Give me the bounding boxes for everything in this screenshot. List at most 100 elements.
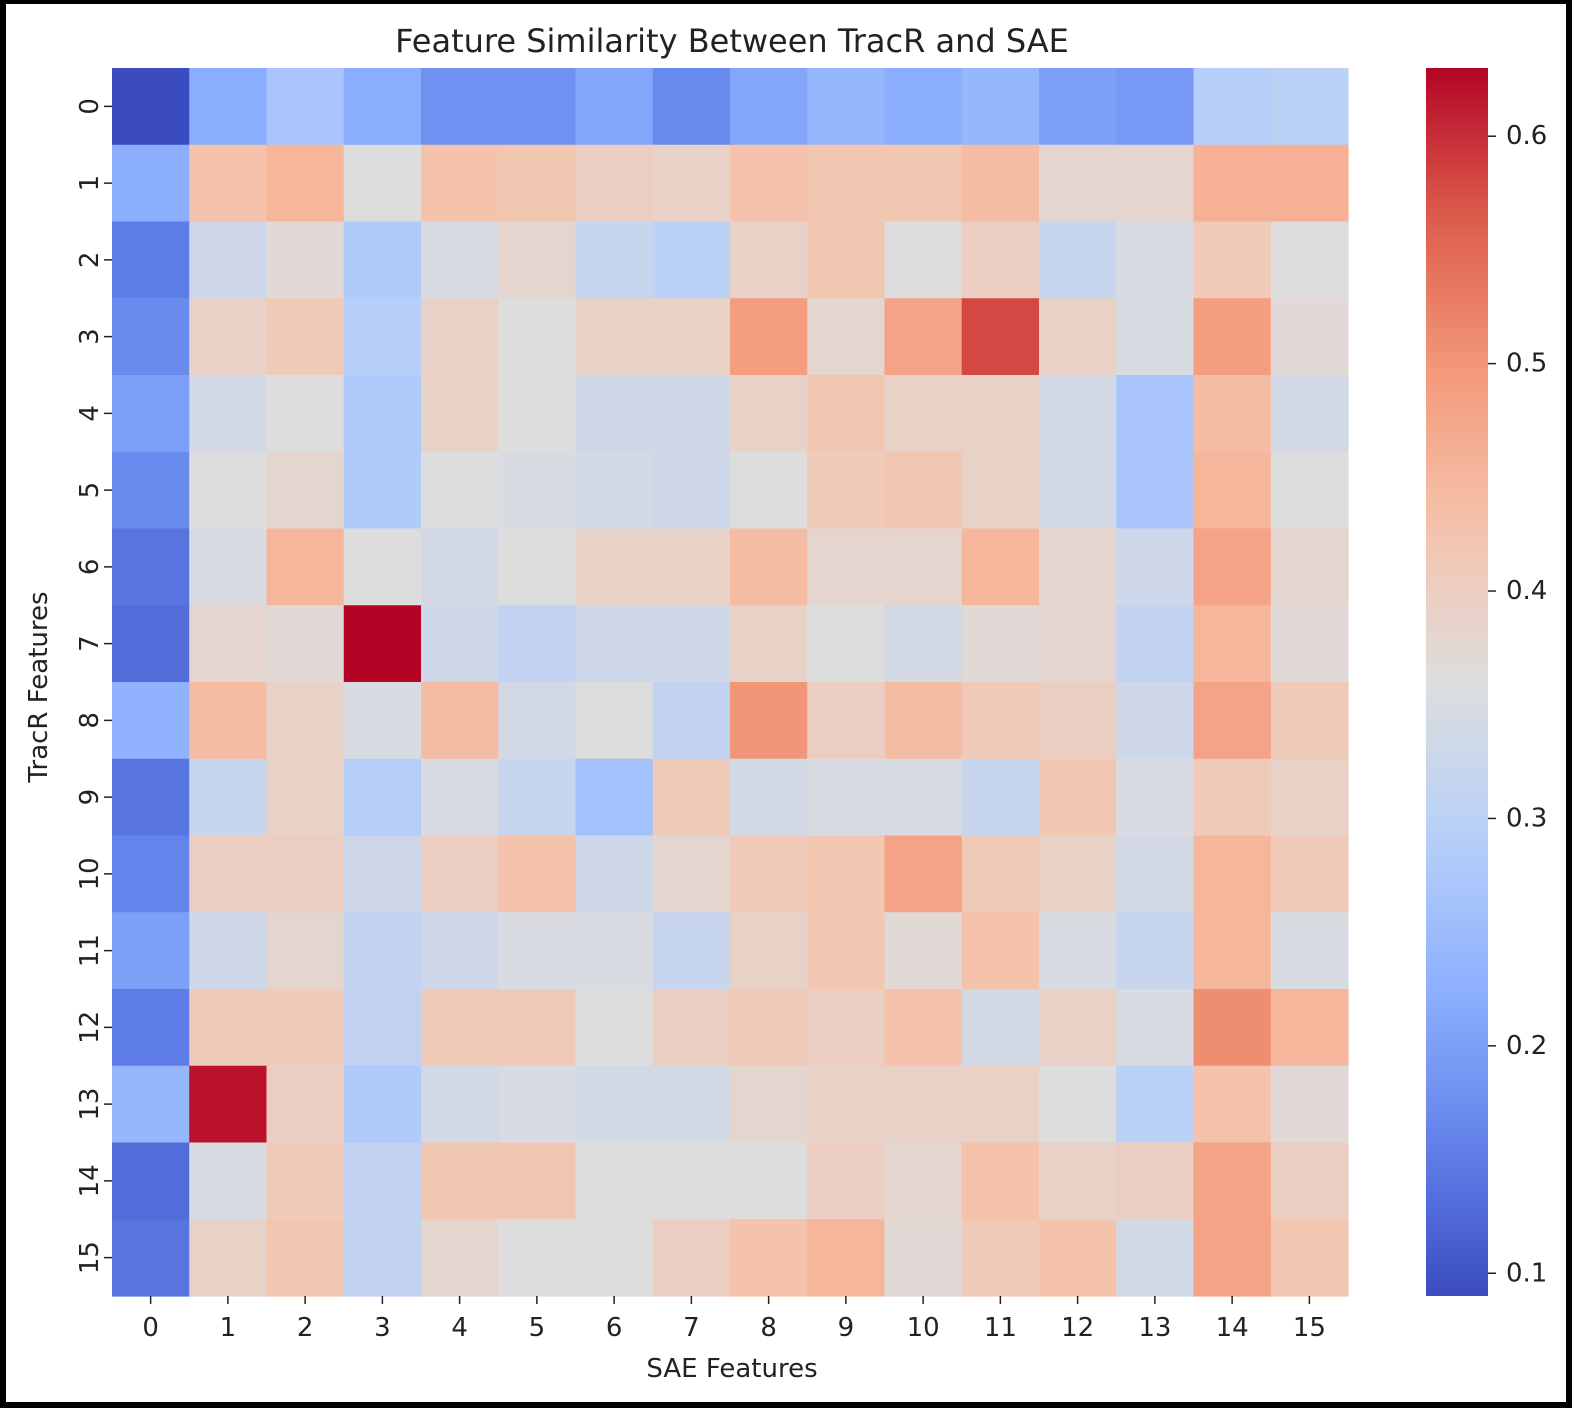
heatmap-cell-r9-c4 <box>421 758 499 837</box>
heatmap-cell-r8-c3 <box>343 682 422 760</box>
heatmap-cell-r6-c4 <box>421 528 499 606</box>
heatmap-cell-r3-c12 <box>1039 298 1117 376</box>
y-tick-label: 0 <box>75 98 105 115</box>
heatmap-cell-r9-c7 <box>652 758 731 837</box>
heatmap-cell-r6-c9 <box>807 528 886 606</box>
heatmap-cell-r13-c10 <box>884 1065 963 1144</box>
heatmap-cell-r8-c12 <box>1039 682 1117 760</box>
x-tick-label: 8 <box>760 1313 777 1343</box>
heatmap-cell-r12-c10 <box>884 989 963 1067</box>
heatmap-cell-r10-c9 <box>807 835 886 913</box>
heatmap-cell-r2-c3 <box>343 221 422 299</box>
heatmap-cell-r11-c6 <box>575 912 654 990</box>
y-tick-label: 3 <box>75 328 105 345</box>
heatmap-cell-r12-c14 <box>1193 989 1272 1067</box>
heatmap-cell-r0-c2 <box>266 68 345 146</box>
heatmap-cell-r8-c13 <box>1116 682 1195 760</box>
heatmap-cell-r0-c13 <box>1116 68 1195 146</box>
heatmap-cell-r1-c12 <box>1039 144 1117 223</box>
heatmap-cell-r12-c0 <box>112 989 190 1067</box>
heatmap-cell-r13-c4 <box>421 1065 499 1144</box>
heatmap-cell-r0-c0 <box>112 68 190 146</box>
heatmap-cell-r5-c11 <box>961 451 1040 530</box>
heatmap-cell-r6-c3 <box>343 528 422 606</box>
heatmap-cell-r12-c4 <box>421 989 499 1067</box>
heatmap-cell-r0-c9 <box>807 68 886 146</box>
heatmap-cell-r4-c12 <box>1039 375 1117 453</box>
heatmap-cell-r1-c0 <box>112 144 190 223</box>
heatmap-cell-r1-c9 <box>807 144 886 223</box>
x-tick-label: 2 <box>297 1313 314 1343</box>
y-tick-label: 11 <box>75 934 105 967</box>
heatmap-cell-r3-c13 <box>1116 298 1195 376</box>
heatmap-cell-r1-c15 <box>1270 144 1349 223</box>
heatmap-cell-r11-c11 <box>961 912 1040 990</box>
heatmap-cell-r7-c0 <box>112 605 190 683</box>
x-tick-label: 4 <box>451 1313 468 1343</box>
heatmap-cell-r10-c6 <box>575 835 654 913</box>
heatmap-cell-r15-c2 <box>266 1219 345 1297</box>
heatmap-cell-r13-c11 <box>961 1065 1040 1144</box>
heatmap-cell-r14-c0 <box>112 1142 190 1220</box>
heatmap-cell-r11-c5 <box>498 912 577 990</box>
x-tick-label: 14 <box>1216 1313 1249 1343</box>
heatmap-cell-r10-c12 <box>1039 835 1117 913</box>
chart-figure: Feature Similarity Between TracR and SAE… <box>6 4 1566 1402</box>
x-tick-label: 12 <box>1061 1313 1094 1343</box>
heatmap-cell-r8-c2 <box>266 682 345 760</box>
x-tick-label: 7 <box>683 1313 700 1343</box>
heatmap-cell-r7-c6 <box>575 605 654 683</box>
heatmap-cell-r5-c14 <box>1193 451 1272 530</box>
heatmap-cell-r11-c13 <box>1116 912 1195 990</box>
heatmap-cell-r13-c5 <box>498 1065 577 1144</box>
heatmap-cell-r6-c12 <box>1039 528 1117 606</box>
heatmap-cell-r6-c6 <box>575 528 654 606</box>
heatmap-cell-r1-c4 <box>421 144 499 223</box>
heatmap-cell-r11-c2 <box>266 912 345 990</box>
heatmap-cell-r3-c7 <box>652 298 731 376</box>
heatmap-cell-r5-c12 <box>1039 451 1117 530</box>
y-tick-label: 15 <box>75 1241 105 1274</box>
heatmap-cell-r2-c4 <box>421 221 499 299</box>
x-tick-label: 13 <box>1138 1313 1171 1343</box>
heatmap-cell-r2-c10 <box>884 221 963 299</box>
heatmap-cell-r8-c14 <box>1193 682 1272 760</box>
heatmap-cell-r12-c15 <box>1270 989 1349 1067</box>
heatmap-cell-r6-c0 <box>112 528 190 606</box>
heatmap-cell-r8-c7 <box>652 682 731 760</box>
heatmap-cell-r5-c13 <box>1116 451 1195 530</box>
heatmap-cell-r9-c15 <box>1270 758 1349 837</box>
heatmap-cell-r12-c7 <box>652 989 731 1067</box>
heatmap-cell-r10-c10 <box>884 835 963 913</box>
heatmap-cell-r9-c12 <box>1039 758 1117 837</box>
heatmap-cell-r13-c12 <box>1039 1065 1117 1144</box>
heatmap-cell-r4-c10 <box>884 375 963 453</box>
heatmap-cell-r13-c14 <box>1193 1065 1272 1144</box>
heatmap-cell-r12-c8 <box>730 989 808 1067</box>
heatmap-cell-r10-c13 <box>1116 835 1195 913</box>
heatmap-cell-r1-c1 <box>189 144 268 223</box>
chart-title: Feature Similarity Between TracR and SAE <box>395 22 1069 60</box>
heatmap-cell-r14-c2 <box>266 1142 345 1220</box>
x-tick-label: 15 <box>1293 1313 1326 1343</box>
heatmap-cell-r9-c9 <box>807 758 886 837</box>
y-tick-label: 9 <box>75 789 105 806</box>
heatmap-cell-r9-c0 <box>112 758 190 837</box>
heatmap-cell-r8-c0 <box>112 682 190 760</box>
heatmap-cell-r2-c2 <box>266 221 345 299</box>
heatmap-cell-r10-c4 <box>421 835 499 913</box>
heatmap-cell-r11-c10 <box>884 912 963 990</box>
heatmap-cell-r11-c4 <box>421 912 499 990</box>
heatmap-cell-r14-c6 <box>575 1142 654 1220</box>
heatmap-cell-r9-c1 <box>189 758 268 837</box>
heatmap-cell-r15-c0 <box>112 1219 190 1297</box>
heatmap-cell-r15-c5 <box>498 1219 577 1297</box>
x-tick-label: 10 <box>907 1313 940 1343</box>
heatmap-cell-r6-c11 <box>961 528 1040 606</box>
heatmap-cell-r4-c5 <box>498 375 577 453</box>
colorbar-tick-label: 0.5 <box>1506 349 1547 379</box>
x-axis-ticks: 0 1 2 3 4 5 6 7 8 9 10 11 12 13 14 15 <box>142 1296 1326 1343</box>
heatmap-cell-r5-c7 <box>652 451 731 530</box>
heatmap-cell-r12-c13 <box>1116 989 1195 1067</box>
